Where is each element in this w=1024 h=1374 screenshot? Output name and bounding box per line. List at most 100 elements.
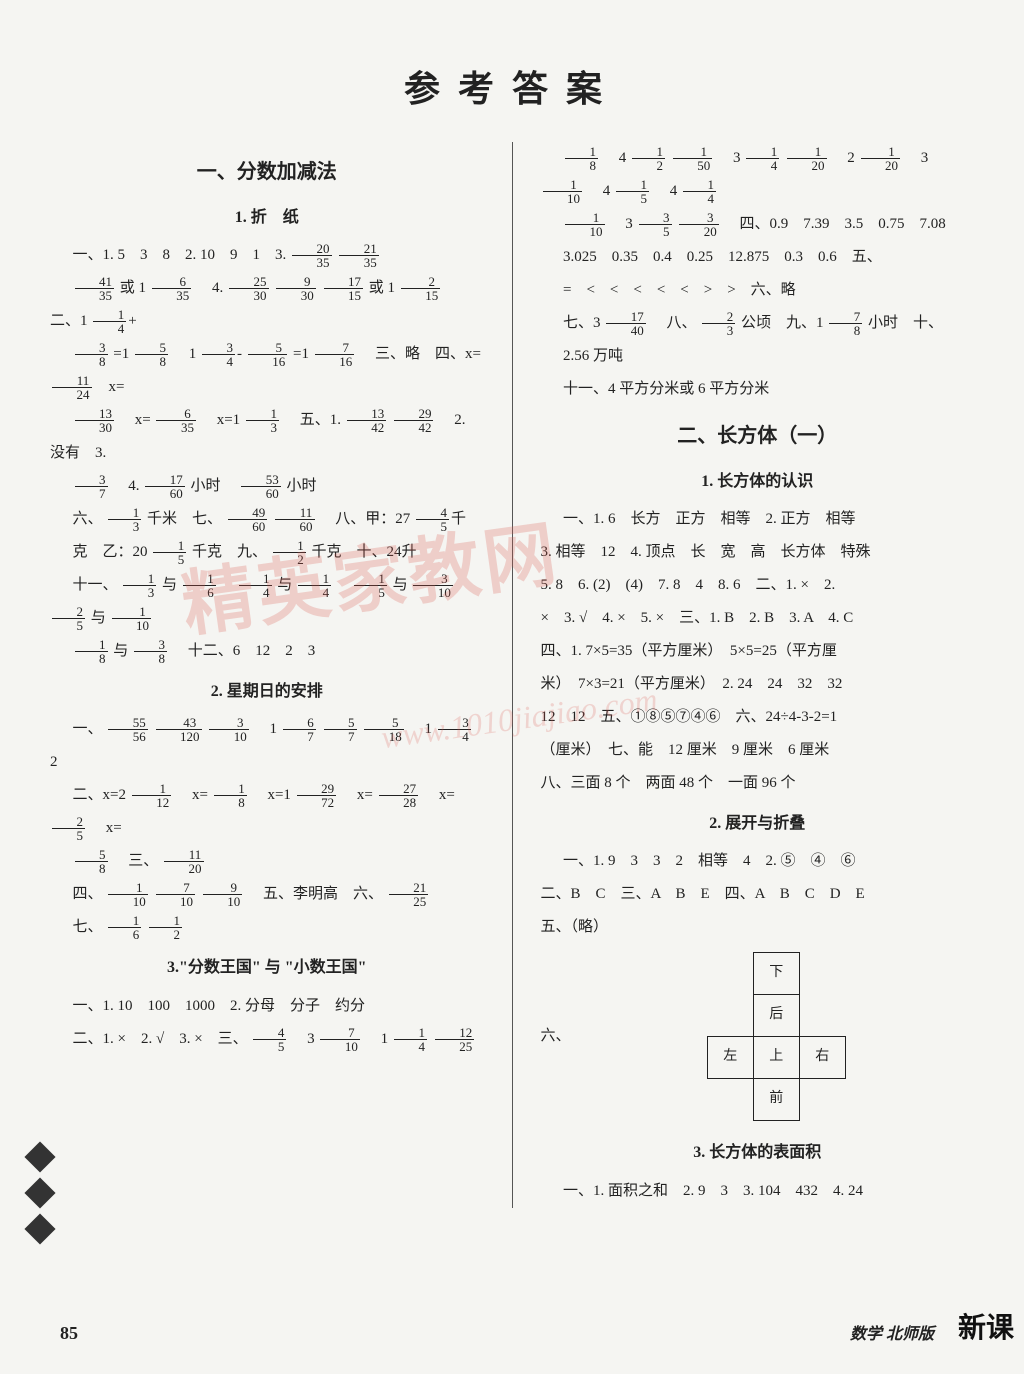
text: 八、 <box>652 315 697 331</box>
fraction: 58 <box>135 341 168 368</box>
net-cell-top: 下 <box>753 953 799 995</box>
fraction: 910 <box>203 881 243 908</box>
text: 四、 <box>73 886 103 902</box>
fraction: 78 <box>829 310 862 337</box>
fraction: 2125 <box>389 881 429 908</box>
fraction: 18 <box>75 638 108 665</box>
answer-line: 一、 5556 43120 310 1 67 57 518 1 34 2 <box>50 713 484 779</box>
sub-2-3: 3. 长方体的表面积 <box>541 1135 975 1170</box>
text: 千克 九、 <box>192 544 267 560</box>
text: 与 <box>393 577 408 593</box>
text: 三、 <box>113 853 158 869</box>
answer-line: 1330 x= 635 x=1 13 五、1. 1342 2942 2. 没有 … <box>50 404 484 470</box>
fraction: 1740 <box>606 310 646 337</box>
answer-line: 18 与 38 十二、6 12 2 3 <box>50 635 484 668</box>
answer-line: = < < < < < > > 六、略 <box>541 274 975 307</box>
answer-line: 3. 相等 12 4. 顶点 长 宽 高 长方体 特殊 <box>541 536 975 569</box>
text: =1 <box>113 346 129 362</box>
fraction: 2972 <box>297 782 337 809</box>
fraction: 120 <box>861 145 901 172</box>
text: 与 <box>277 577 292 593</box>
fraction: 12 <box>149 914 182 941</box>
fraction: 23 <box>702 310 735 337</box>
text: x=1 <box>252 787 290 803</box>
decoration-right: 新课 <box>958 1306 1014 1346</box>
text: 四、0.9 7.39 3.5 0.75 7.08 <box>725 216 946 232</box>
text: x= <box>342 787 373 803</box>
fraction: 58 <box>75 848 108 875</box>
fraction: 4960 <box>228 506 268 533</box>
fraction: 13 <box>108 506 141 533</box>
fraction: 67 <box>283 716 316 743</box>
answer-line: 米） 7×3=21（平方厘米） 2. 24 24 32 32 <box>541 668 975 701</box>
text: 4. <box>113 478 143 494</box>
fraction: 18 <box>565 145 598 172</box>
text: 三、略 四、x= <box>360 346 481 362</box>
right-column: 18 4 12 150 3 14 120 2 120 3 110 4 15 4 … <box>541 142 975 1208</box>
text: x= <box>120 412 151 428</box>
answer-line: 5. 8 6. (2) (4) 7. 8 4 8. 6 二、1. × 2. <box>541 569 975 602</box>
answer-line: 五、（略） <box>541 911 975 944</box>
fraction: 34 <box>202 341 235 368</box>
answer-line: 八、三面 8 个 两面 48 个 一面 96 个 <box>541 767 975 800</box>
answer-line: 37 4. 1760 小时 5360 小时 <box>50 470 484 503</box>
text: 与 <box>162 577 177 593</box>
fraction: 120 <box>787 145 827 172</box>
fraction: 35 <box>639 211 672 238</box>
text: 十一、 <box>73 577 118 593</box>
fraction: 15 <box>354 572 387 599</box>
fraction: 320 <box>679 211 719 238</box>
fraction: 14 <box>394 1026 427 1053</box>
fraction: 16 <box>108 914 141 941</box>
answer-line: 一、1. 9 3 3 2 相等 4 2. ⑤ ④ ⑥ <box>541 845 975 878</box>
fraction: 25 <box>52 815 85 842</box>
fraction: 18 <box>214 782 247 809</box>
answer-line: 一、1. 6 长方 正方 相等 2. 正方 相等 <box>541 503 975 536</box>
text: 3 <box>610 216 633 232</box>
text: 或 1 <box>369 280 395 296</box>
text: 1 <box>174 346 197 362</box>
net-label: 六、 <box>541 1020 571 1053</box>
text: 4 <box>655 183 678 199</box>
fraction: 516 <box>248 341 288 368</box>
fraction: 38 <box>134 638 167 665</box>
page-number: 85 <box>60 1323 78 1344</box>
section-2-title: 二、长方体（一） <box>541 414 975 458</box>
answer-line: 18 4 12 150 3 14 120 2 120 3 110 4 15 4 … <box>541 142 975 208</box>
fraction: 1342 <box>347 407 387 434</box>
fraction: 14 <box>93 308 126 335</box>
answer-line: 克 乙：20 15 千克 九、 12 千克 十、24升 <box>50 536 484 569</box>
net-cell-front: 前 <box>753 1079 799 1121</box>
net-cell-back: 后 <box>753 995 799 1037</box>
answer-line: 六、 13 千米 七、 4960 1160 八、甲：27 45千 <box>50 503 484 536</box>
text: 二、x=2 <box>73 787 126 803</box>
text: 小时 十、 <box>868 315 943 331</box>
fraction: 38 <box>75 341 108 368</box>
answer-line: （厘米） 七、能 12 厘米 9 厘米 6 厘米 <box>541 734 975 767</box>
fraction: 110 <box>112 605 152 632</box>
text: x=1 <box>202 412 240 428</box>
answer-line: 七、3 1740 八、 23 公顷 九、1 78 小时 十、 <box>541 307 975 340</box>
fraction: 215 <box>401 275 441 302</box>
answer-line: 58 三、 1120 <box>50 845 484 878</box>
text: 八、甲：27 <box>320 511 410 527</box>
answer-line: 四、 110 710 910 五、李明高 六、 2125 <box>50 878 484 911</box>
fraction: 110 <box>565 211 605 238</box>
fraction: 25 <box>52 605 85 632</box>
text: 七、3 <box>563 315 601 331</box>
text: 一、 <box>73 721 103 737</box>
cube-net-diagram: 下 后 左 上 右 前 <box>707 952 846 1121</box>
text: x= <box>177 787 208 803</box>
column-divider <box>512 142 513 1208</box>
fraction: 930 <box>276 275 316 302</box>
fraction: 710 <box>156 881 196 908</box>
fraction: 2942 <box>394 407 434 434</box>
fraction: 1120 <box>164 848 204 875</box>
sub-2-1: 1. 长方体的认识 <box>541 464 975 499</box>
text: 或 1 <box>120 280 146 296</box>
text: 3 <box>292 1031 315 1047</box>
sub-1-3: 3."分数王国" 与 "小数王国" <box>50 950 484 985</box>
fraction: 518 <box>364 716 404 743</box>
fraction: 1330 <box>75 407 115 434</box>
fraction: 716 <box>315 341 355 368</box>
